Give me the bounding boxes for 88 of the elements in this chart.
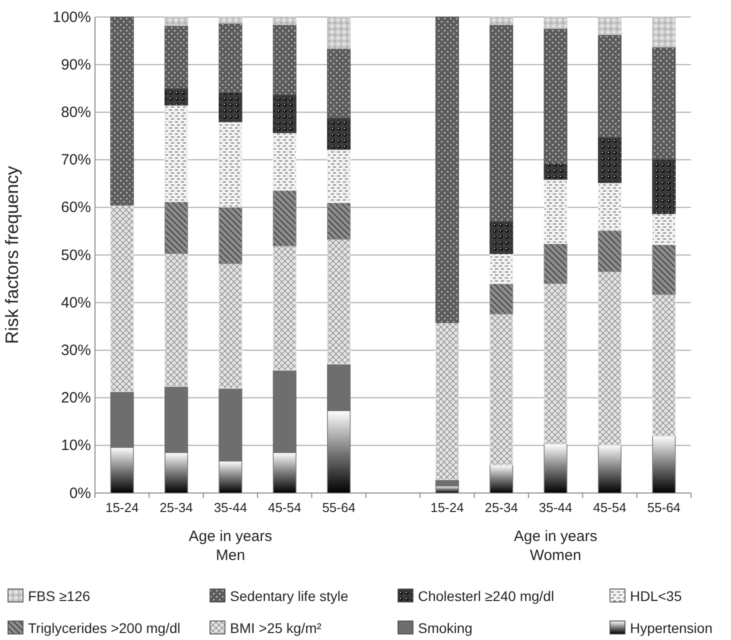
bar — [327, 238, 351, 364]
bar — [164, 104, 188, 202]
bar — [272, 16, 296, 26]
text: Age in years Men — [188, 528, 272, 564]
bar — [164, 25, 188, 89]
bar — [327, 148, 351, 204]
bar — [164, 88, 188, 106]
bar — [652, 158, 676, 214]
bar — [598, 444, 622, 494]
bar — [544, 163, 568, 180]
bar — [327, 16, 351, 49]
bar — [598, 182, 622, 231]
bar — [490, 314, 514, 466]
y-tick-label: 0% — [69, 484, 91, 502]
bar — [218, 206, 242, 264]
bar — [272, 246, 296, 371]
bar — [272, 94, 296, 134]
y-tick-label: 50% — [60, 246, 91, 264]
y-tick-label: 80% — [60, 104, 91, 121]
bar — [490, 16, 514, 26]
x-tick-label: 35-44 — [538, 500, 572, 516]
bar — [544, 178, 568, 244]
bar — [327, 202, 351, 240]
bar — [164, 253, 188, 387]
legend-label: Sedentary life style — [230, 588, 348, 604]
bar — [218, 16, 242, 24]
bar — [652, 294, 676, 436]
bar — [435, 16, 459, 323]
legend-label: FBS ≥126 — [28, 588, 90, 604]
y-tick-label: 60% — [60, 199, 91, 216]
bar — [327, 118, 351, 150]
bar — [544, 283, 568, 444]
legend-label: BMI >25 kg/m² — [230, 620, 322, 636]
x-tick-label: 15-24 — [105, 500, 139, 516]
bar — [164, 16, 188, 26]
x-tick-label: 55-64 — [322, 500, 356, 516]
bar — [544, 444, 568, 494]
bar — [544, 243, 568, 284]
y-tick-label: 90% — [60, 56, 91, 74]
legend-label: Hypertension — [630, 620, 712, 636]
bar — [598, 230, 622, 272]
x-tick-label: 45-54 — [268, 500, 302, 516]
bar — [544, 28, 568, 164]
legend-label: Cholesterl ≥240 mg/dl — [418, 588, 554, 604]
bar — [218, 22, 242, 94]
legend-label: Triglycerides >200 mg/dl — [28, 620, 180, 636]
y-tick-label: 30% — [60, 342, 91, 359]
bar — [544, 16, 568, 29]
y-tick-label: 20% — [60, 390, 91, 407]
bar — [272, 24, 296, 95]
x-tick-label: 15-24 — [430, 500, 464, 516]
bar — [218, 121, 242, 208]
x-tick-label: 35-44 — [214, 500, 248, 516]
bar — [435, 322, 459, 480]
y-axis-title: Risk factors frequency — [2, 166, 22, 344]
y-tick-label: 40% — [60, 294, 91, 312]
bar — [598, 271, 622, 446]
legend-label: HDL<35 — [630, 588, 682, 604]
bar — [490, 283, 514, 314]
x-tick-label: 45-54 — [593, 500, 626, 516]
bar — [652, 46, 676, 160]
bar — [218, 263, 242, 389]
bar — [652, 435, 676, 494]
bar — [652, 244, 676, 295]
bar — [490, 24, 514, 222]
bar — [272, 190, 296, 246]
bar — [327, 48, 351, 118]
x-tick-label: 55-64 — [647, 500, 681, 516]
x-tick-label: 25-34 — [484, 500, 518, 516]
bar — [598, 16, 622, 36]
bar — [110, 16, 134, 206]
bar — [598, 34, 622, 138]
bar — [652, 16, 676, 48]
bar — [490, 464, 514, 494]
x-tick-label: 25-34 — [160, 500, 193, 516]
y-tick-label: 100% — [52, 8, 91, 26]
y-tick-label: 10% — [60, 437, 91, 454]
bar — [272, 132, 296, 191]
bar — [110, 204, 134, 392]
bar — [490, 253, 514, 284]
legend-label: Smoking — [418, 620, 472, 636]
bar — [164, 201, 188, 254]
y-tick-label: 70% — [60, 152, 91, 169]
text: Age in years Women — [514, 528, 598, 564]
bar — [598, 136, 622, 184]
bar — [652, 213, 676, 245]
bar — [490, 220, 514, 254]
bar — [218, 92, 242, 122]
